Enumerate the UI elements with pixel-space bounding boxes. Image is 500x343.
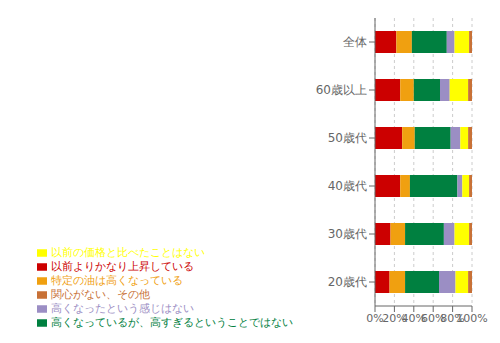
svg-text:80%: 80% [440, 311, 465, 325]
svg-text:全体: 全体 [343, 35, 367, 49]
svg-text:50歳代: 50歳代 [328, 131, 367, 145]
svg-text:100%: 100% [456, 312, 487, 325]
svg-text:0%: 0% [366, 312, 383, 325]
svg-text:60%: 60% [421, 311, 446, 325]
svg-text:60歳以上: 60歳以上 [316, 83, 367, 97]
html-text:特定の油は高くなっている: 特定の油は高くなっている [51, 274, 183, 287]
html-text:以前よりかなり上昇している: 以前よりかなり上昇している [51, 260, 194, 273]
svg-text:40歳代: 40歳代 [328, 179, 367, 193]
svg-text:20歳代: 20歳代 [328, 275, 367, 289]
html-text:高くなっているが、高すぎるということではない: 高くなっているが、高すぎるということではない [51, 316, 293, 329]
html-text:以前の価格と比べたことはない: 以前の価格と比べたことはない [51, 246, 205, 259]
svg-text:40%: 40% [401, 311, 426, 325]
svg-text:30歳代: 30歳代 [328, 227, 367, 241]
svg-text:20%: 20% [382, 311, 407, 325]
html-text:高くなったという感じはない: 高くなったという感じはない [51, 302, 194, 315]
html-text:関心がない、その他: 関心がない、その他 [51, 288, 150, 301]
